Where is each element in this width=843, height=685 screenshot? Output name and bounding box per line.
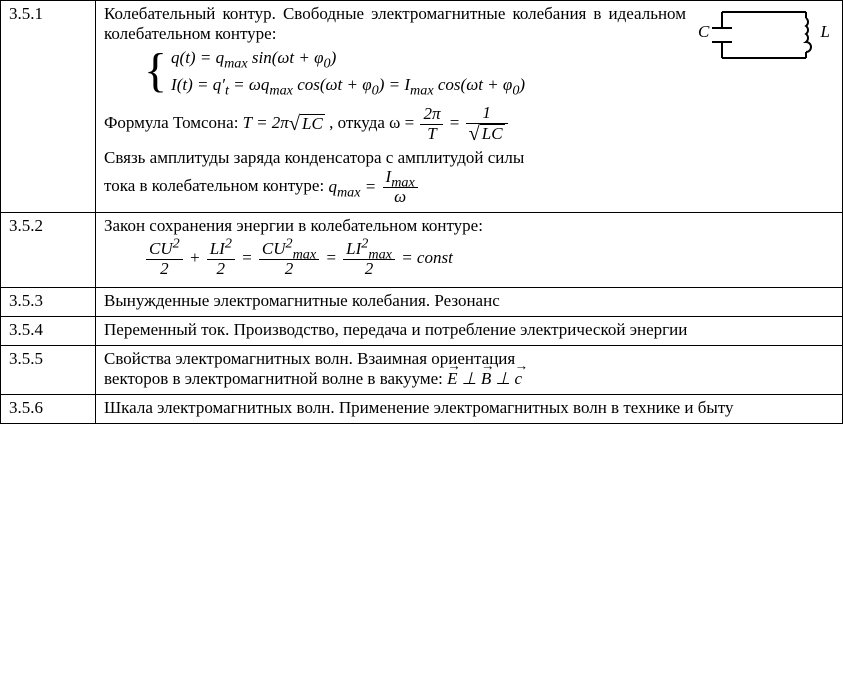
row-number: 3.5.3 xyxy=(1,288,96,317)
row-number: 3.5.6 xyxy=(1,395,96,424)
vector-E: E xyxy=(447,369,457,389)
row-content: Вынужденные электромагнитные колебания. … xyxy=(96,288,843,317)
row-content: Переменный ток. Производство, передача и… xyxy=(96,317,843,346)
table-row: 3.5.6 Шкала электромагнитных волн. Приме… xyxy=(1,395,843,424)
table-row: 3.5.3 Вынужденные электромагнитные колеб… xyxy=(1,288,843,317)
vector-c: c xyxy=(515,369,523,389)
table-row: 3.5.5 Свойства электромагнитных волн. Вз… xyxy=(1,346,843,395)
table-row: 3.5.4 Переменный ток. Производство, пере… xyxy=(1,317,843,346)
row-number: 3.5.2 xyxy=(1,212,96,287)
equation-system: { q(t) = qmax sin(ωt + φ0) I(t) = q′t = … xyxy=(144,44,525,98)
eq-charge: q(t) = qmax sin(ωt + φ0) xyxy=(171,44,525,71)
eq-current: I(t) = q′t = ωqmax cos(ωt + φ0) = Imax c… xyxy=(171,71,525,98)
row-number: 3.5.1 xyxy=(1,1,96,213)
row-number: 3.5.4 xyxy=(1,317,96,346)
energy-formula: CU22 + LI22 = CU2max2 = LI2max2 = const xyxy=(144,240,834,278)
row-content: Закон сохранения энергии в колебательном… xyxy=(96,212,843,287)
brace-icon: { xyxy=(144,47,167,95)
amplitude-line2: тока в колебательном контуре: qmax = Ima… xyxy=(104,168,834,206)
row-content: C L Колебательный контур. Свободные элек… xyxy=(96,1,843,213)
physics-table: 3.5.1 xyxy=(0,0,843,424)
table-row: 3.5.1 xyxy=(1,1,843,213)
capacitor-label: C xyxy=(698,22,709,42)
row-content: Свойства электромагнитных волн. Взаимная… xyxy=(96,346,843,395)
thomson-formula: Формула Томсона: T = 2π√LC , откуда ω = … xyxy=(104,104,834,144)
vector-B: B xyxy=(481,369,491,389)
energy-title: Закон сохранения энергии в колебательном… xyxy=(104,216,834,236)
row-content: Шкала электромагнитных волн. Применение … xyxy=(96,395,843,424)
amplitude-line1: Связь амплитуды заряда конденсатора с ам… xyxy=(104,148,834,168)
row-number: 3.5.5 xyxy=(1,346,96,395)
inductor-label: L xyxy=(821,22,830,42)
waves-line1: Свойства электромагнитных волн. Взаимная… xyxy=(104,349,834,369)
lc-circuit-diagram: C L xyxy=(694,4,834,66)
waves-line2: векторов в электромагнитной волне в ваку… xyxy=(104,369,834,389)
table-row: 3.5.2 Закон сохранения энергии в колебат… xyxy=(1,212,843,287)
